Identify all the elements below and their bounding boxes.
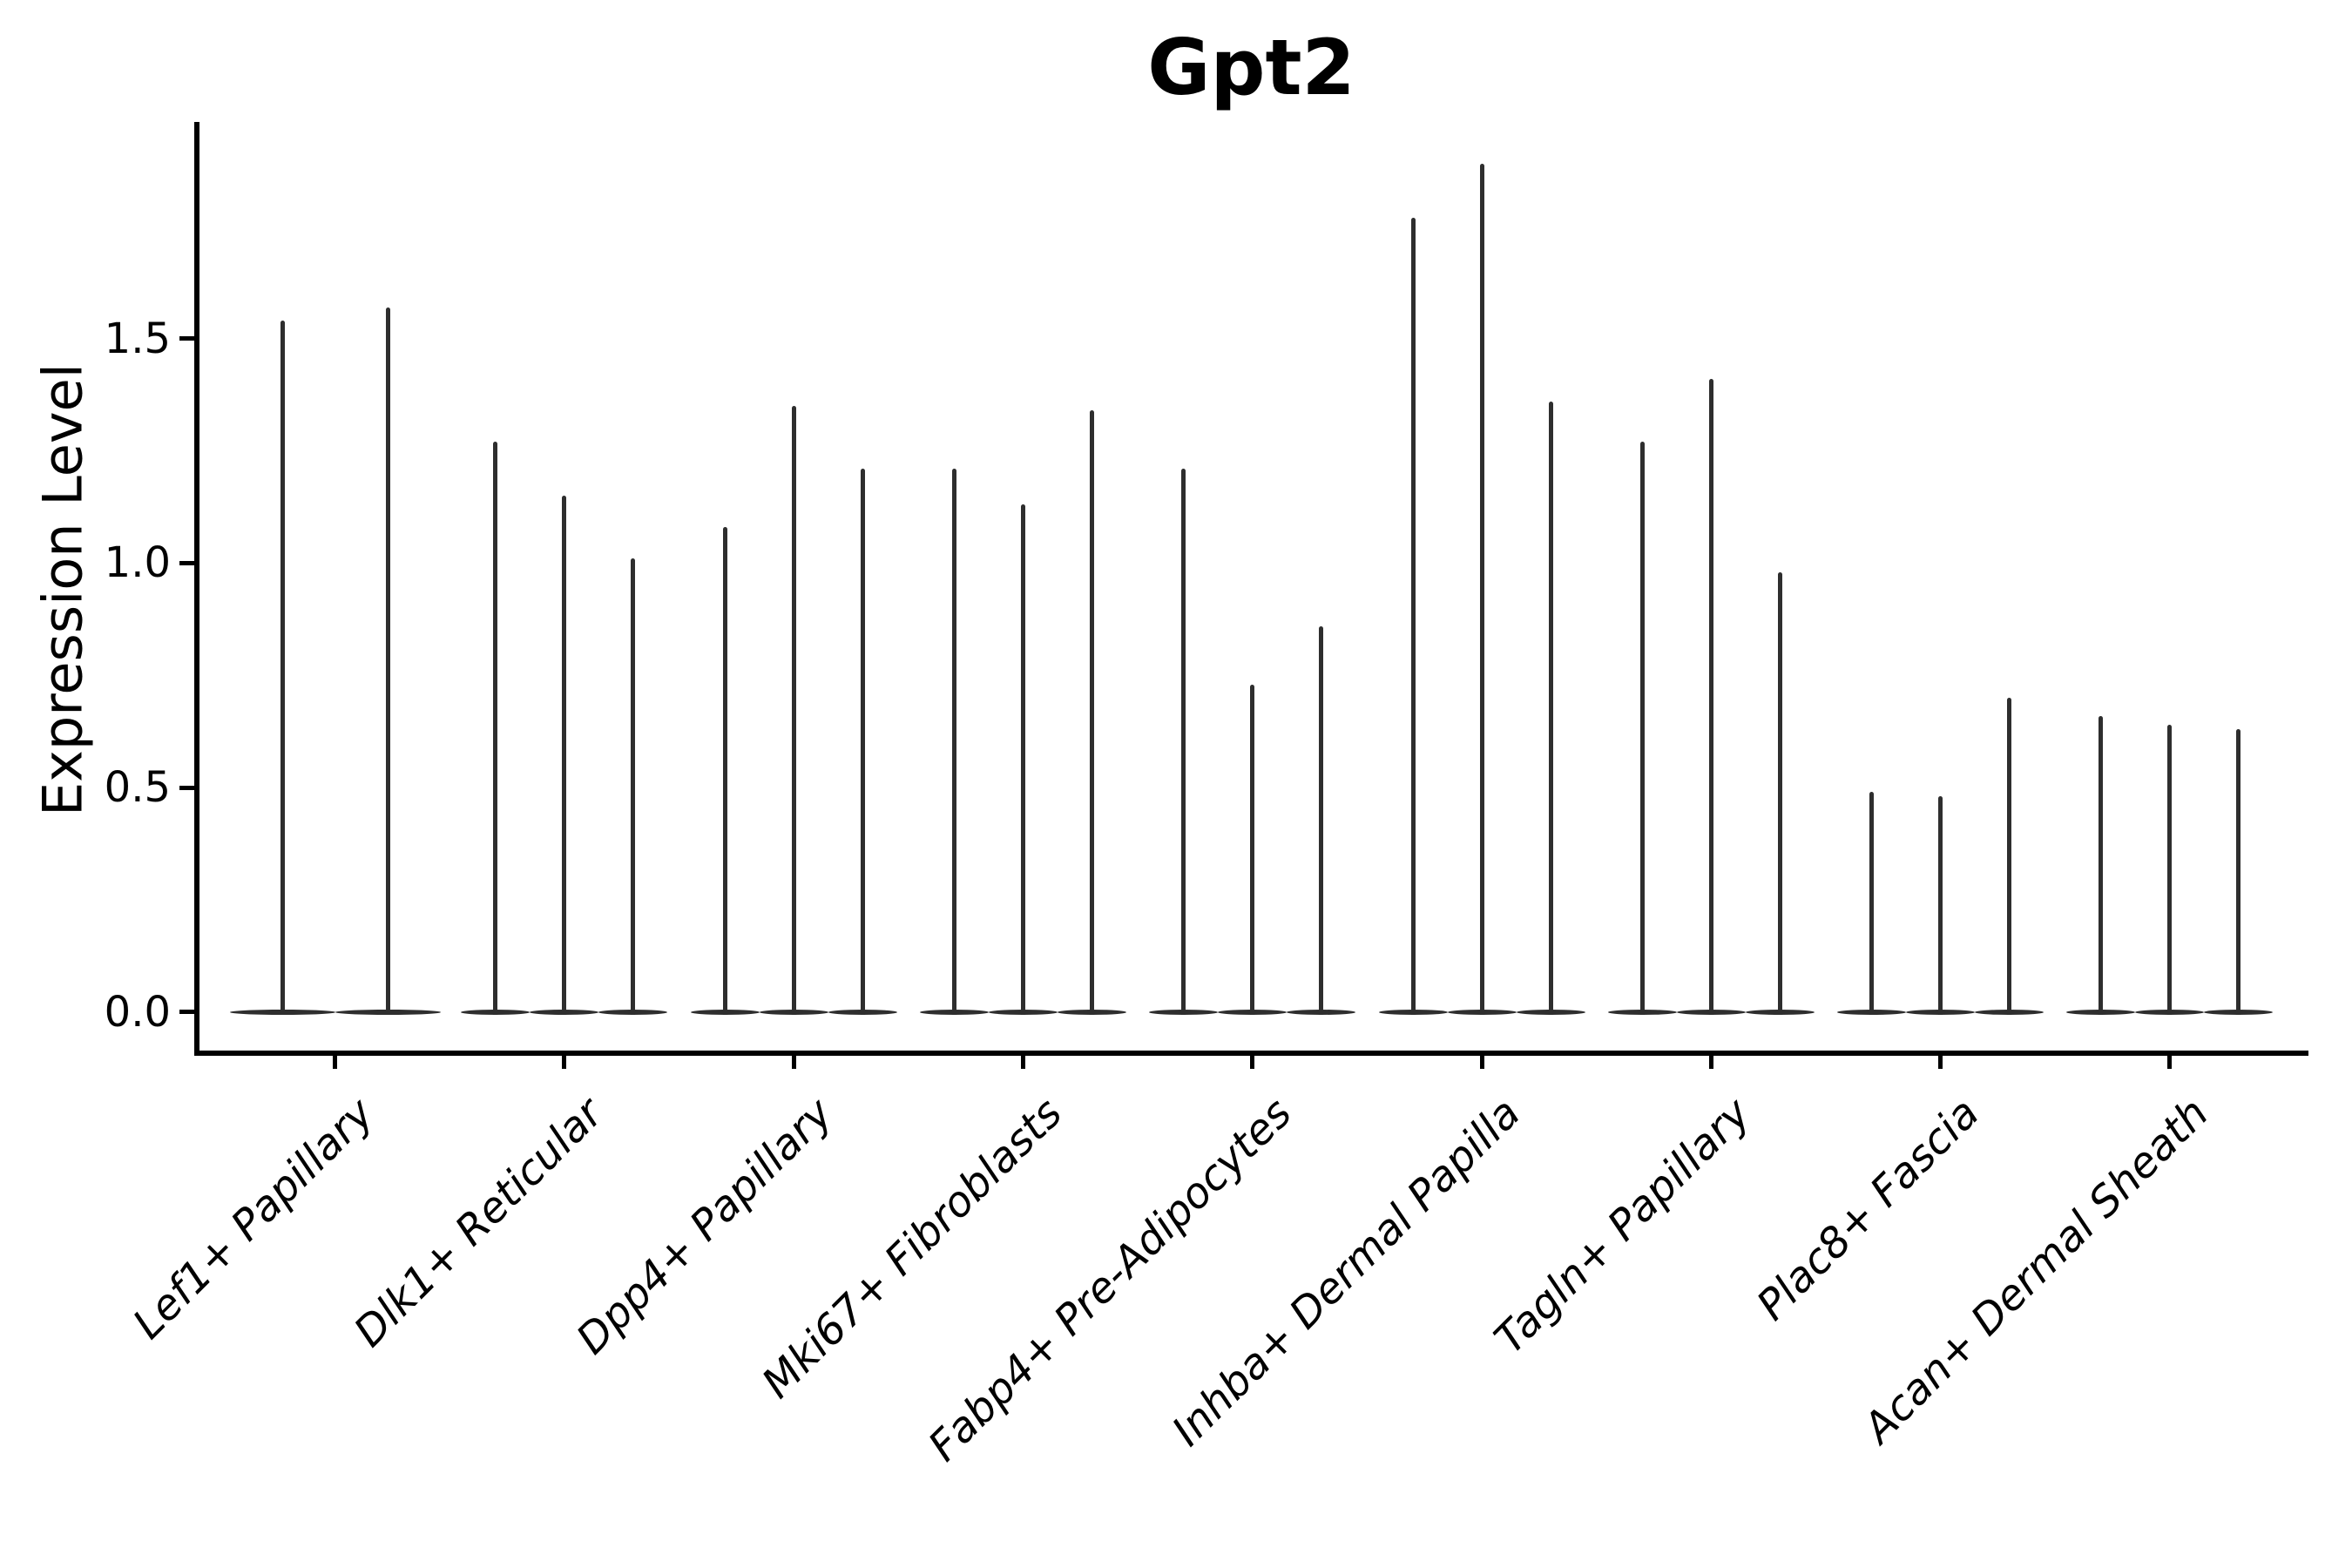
x-tick-mark — [791, 1056, 796, 1069]
violin-needle — [1548, 401, 1553, 1015]
x-tick-label: Tagln+ Papillary — [1484, 1088, 1760, 1364]
x-tick-mark — [1020, 1056, 1025, 1069]
x-tick-label: Dpp4+ Papillary — [566, 1088, 842, 1364]
y-axis-spine — [194, 122, 199, 1056]
x-tick-label: Lef1+ Papillary — [123, 1088, 383, 1348]
y-tick-label: 0.0 — [104, 987, 171, 1037]
y-tick-mark — [179, 785, 194, 790]
y-tick-mark — [179, 1010, 194, 1015]
violin-needle — [2167, 724, 2173, 1015]
chart-title: Gpt2 — [1147, 23, 1355, 112]
violin-needle — [1639, 442, 1645, 1015]
violin-needle — [1319, 625, 1324, 1015]
violin-needle — [493, 442, 498, 1015]
violin-needle — [385, 307, 390, 1015]
violin-needle — [280, 321, 285, 1015]
x-tick-mark — [1938, 1056, 1943, 1069]
x-tick-label: Plac8+ Fascia — [1747, 1088, 1990, 1330]
violin-needle — [1708, 379, 1713, 1015]
x-tick-label: Dlk1+ Reticular — [345, 1088, 613, 1357]
violin-needle — [1479, 163, 1484, 1015]
violin-needle — [1020, 504, 1025, 1015]
x-tick-mark — [1708, 1056, 1713, 1069]
violin-needle — [1869, 792, 1875, 1015]
y-tick-label: 0.5 — [104, 763, 171, 813]
violin-needle — [2007, 697, 2012, 1015]
x-axis-spine — [194, 1051, 2308, 1056]
violin-needle — [791, 406, 796, 1015]
y-tick-mark — [179, 336, 194, 341]
violin-needle — [1777, 571, 1782, 1015]
violin-needle — [2236, 729, 2241, 1015]
y-axis-label: Expression Level — [30, 363, 95, 816]
violin-needle — [562, 496, 567, 1015]
x-tick-mark — [333, 1056, 337, 1069]
x-tick-mark — [1250, 1056, 1255, 1069]
y-tick-mark — [179, 560, 194, 565]
violin-needle — [2099, 715, 2104, 1015]
violin-needle — [631, 558, 636, 1015]
violin-needle — [722, 527, 727, 1015]
x-tick-mark — [1479, 1056, 1484, 1069]
violin-needle — [1089, 410, 1094, 1015]
y-tick-label: 1.5 — [104, 314, 171, 363]
x-tick-mark — [2167, 1056, 2173, 1069]
y-tick-label: 1.0 — [104, 538, 171, 588]
violin-needle — [951, 469, 956, 1015]
violin-needle — [1181, 469, 1186, 1015]
violin-needle — [1250, 684, 1255, 1015]
violin-needle — [1938, 796, 1943, 1015]
violin-needle — [1410, 217, 1416, 1015]
violin-needle — [860, 469, 865, 1015]
x-tick-mark — [562, 1056, 567, 1069]
